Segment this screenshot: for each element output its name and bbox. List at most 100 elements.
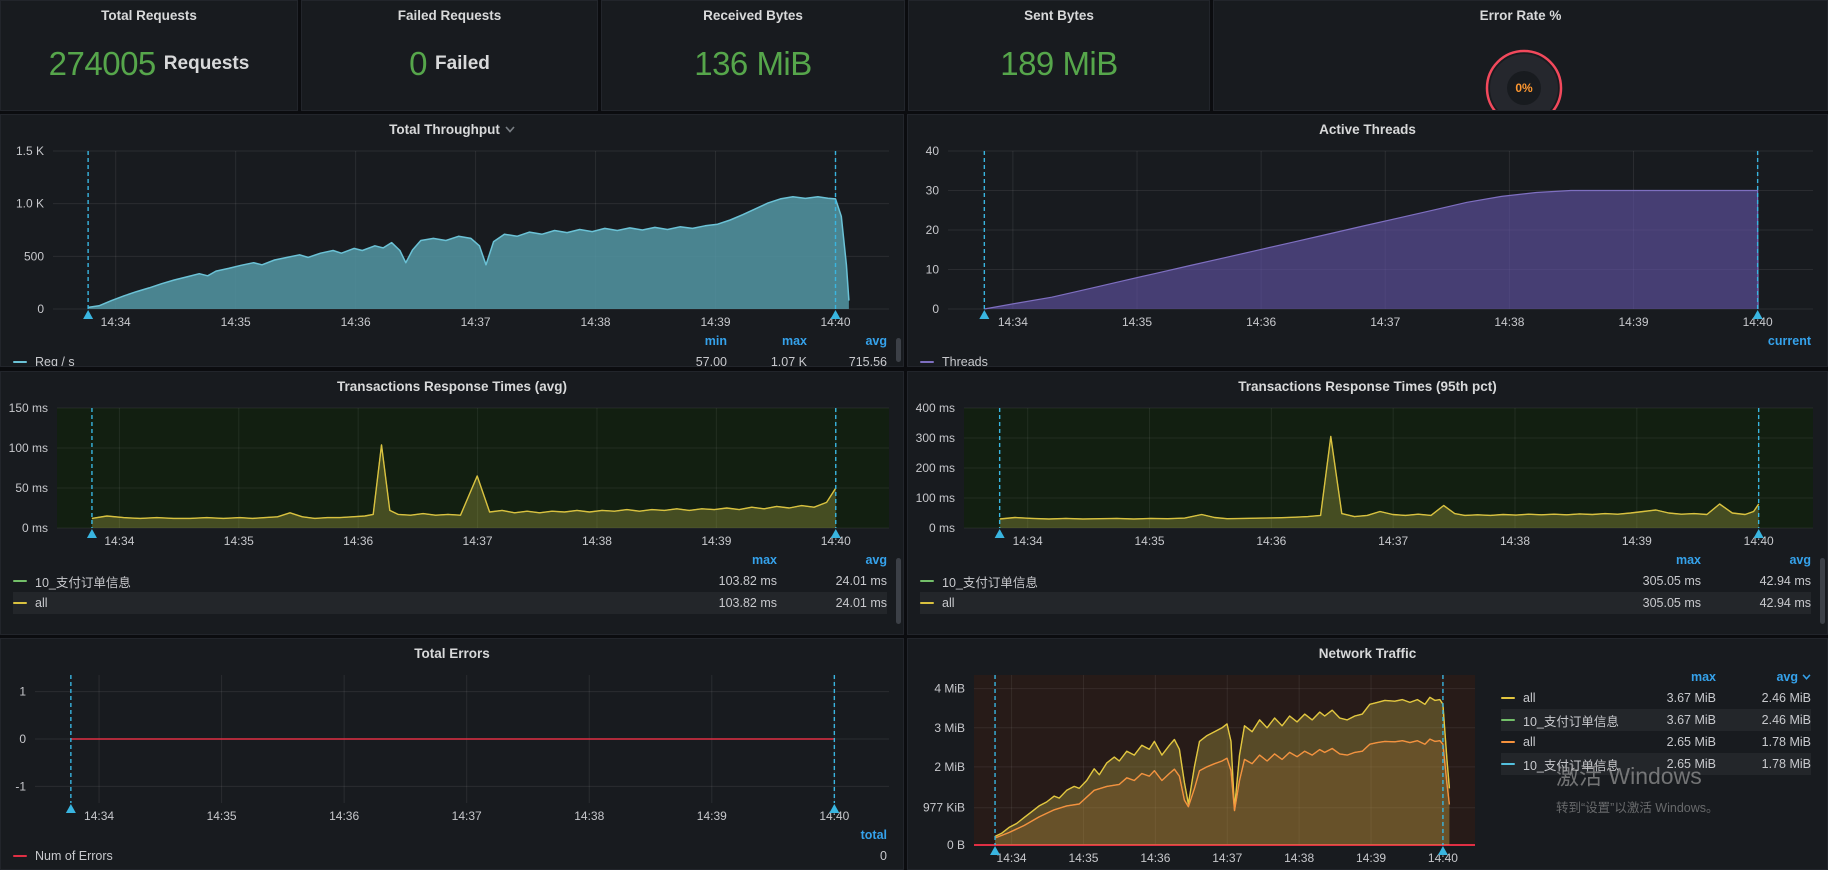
legend-row: all 3.67 MiB 2.46 MiB bbox=[1501, 687, 1811, 709]
chart-total-errors[interactable]: -1 0 1 14:34 14:35 14:36 14:37 14:38 14:39 14:40 bbox=[1, 667, 903, 825]
legend-series-label[interactable]: 10_支付订单信息 bbox=[1501, 755, 1621, 774]
svg-text:14:34: 14:34 bbox=[1013, 534, 1043, 548]
svg-text:14:40: 14:40 bbox=[1743, 315, 1773, 329]
chart-response-times-95th[interactable]: 0 ms 100 ms 200 ms 300 ms 400 ms 14:34 14:35 14… bbox=[908, 400, 1827, 550]
panel-title[interactable]: Total Requests bbox=[1, 1, 297, 29]
svg-text:14:38: 14:38 bbox=[1284, 851, 1314, 865]
legend-series-label[interactable]: Num of Errors bbox=[13, 849, 807, 863]
legend-series-label[interactable]: all bbox=[1501, 691, 1621, 705]
series-color-swatch-icon bbox=[1501, 741, 1515, 743]
chart-network-traffic[interactable]: 0 B 977 KiB 2 MiB 3 MiB 4 MiB 14:34 14:35 14:36… bbox=[908, 667, 1489, 867]
legend-series-label[interactable]: 10_支付订单信息 bbox=[13, 572, 667, 591]
annotation-marker-icon bbox=[1437, 846, 1448, 855]
chart-active-threads[interactable]: 0 10 20 30 40 14:34 14:35 14:36 14:37 14:38 14:39 1… bbox=[908, 143, 1827, 331]
legend-series-label[interactable]: 10_支付订单信息 bbox=[920, 572, 1591, 591]
legend-stat-header-max[interactable]: max bbox=[751, 553, 777, 567]
legend-response-times-95th: max avg 10_支付订单信息 305.05 ms 42.94 ms all 305.0… bbox=[908, 550, 1827, 614]
chart-total-throughput[interactable]: 0 500 1.0 K 1.5 K 14:34 14:35 14:36 14:37 14:38 1… bbox=[1, 143, 903, 331]
annotation-marker-icon bbox=[83, 310, 94, 319]
svg-text:1.0 K: 1.0 K bbox=[16, 197, 44, 211]
legend-header-row: max avg bbox=[13, 550, 887, 570]
legend-series-label[interactable]: all bbox=[13, 596, 667, 610]
panel-title-text: Total Throughput bbox=[389, 121, 500, 137]
svg-text:14:37: 14:37 bbox=[463, 534, 493, 548]
legend-header-row: total bbox=[13, 825, 887, 845]
panel-title[interactable]: Active Threads bbox=[908, 115, 1827, 143]
panel-total-throughput: Total Throughput 0 500 1.0 K 1.5 K 14:34 14:3… bbox=[0, 114, 904, 367]
series-color-swatch-icon bbox=[920, 361, 934, 363]
legend-stat-header-total[interactable]: total bbox=[860, 828, 887, 842]
chart-canvas-at: 0 10 20 30 40 14:34 14:35 14:36 14:37 14:38 14:39 1… bbox=[926, 144, 1813, 329]
annotation-marker-icon bbox=[830, 310, 841, 319]
svg-text:14:38: 14:38 bbox=[1494, 315, 1524, 329]
legend-stat-value: 57.00 bbox=[695, 355, 727, 367]
panel-title[interactable]: Error Rate % bbox=[1214, 1, 1827, 29]
svg-text:14:38: 14:38 bbox=[1500, 534, 1530, 548]
legend-row: Req / s 57.00 1.07 K 715.56 bbox=[13, 351, 887, 367]
svg-text:100 ms: 100 ms bbox=[916, 491, 955, 505]
legend-row: 10_支付订单信息 103.82 ms 24.01 ms bbox=[13, 570, 887, 592]
svg-text:14:35: 14:35 bbox=[221, 315, 251, 329]
legend-stat-header-min[interactable]: min bbox=[704, 334, 727, 348]
panel-response-times-avg: Transactions Response Times (avg) 0 ms 50… bbox=[0, 371, 904, 635]
legend-series-label[interactable]: Req / s bbox=[13, 355, 647, 366]
panel-title-text: Total Errors bbox=[414, 645, 490, 661]
legend-stat-header-current[interactable]: current bbox=[1767, 334, 1811, 348]
legend-series-label[interactable]: 10_支付订单信息 bbox=[1501, 711, 1621, 730]
stat-number: 136 MiB bbox=[694, 45, 812, 82]
legend-response-times-avg: max avg 10_支付订单信息 103.82 ms 24.01 ms all 103.8… bbox=[1, 550, 903, 614]
gauge-value: 0% bbox=[1515, 81, 1533, 95]
annotation-marker-icon bbox=[979, 310, 990, 319]
svg-text:1.5 K: 1.5 K bbox=[16, 144, 44, 158]
panel-title[interactable]: Transactions Response Times (avg) bbox=[1, 372, 903, 400]
stat-number: 0 bbox=[409, 45, 427, 82]
svg-text:4 MiB: 4 MiB bbox=[934, 682, 965, 696]
series-color-swatch-icon bbox=[920, 602, 934, 604]
chart-canvas-tp: 0 500 1.0 K 1.5 K 14:34 14:35 14:36 14:37 14:38 1… bbox=[16, 144, 889, 329]
panel-title-text: Transactions Response Times (avg) bbox=[336, 378, 568, 394]
legend-stat-header-avg[interactable]: avg bbox=[865, 553, 887, 567]
svg-text:14:39: 14:39 bbox=[701, 534, 731, 548]
svg-text:14:37: 14:37 bbox=[1370, 315, 1400, 329]
panel-title[interactable]: Total Throughput bbox=[1, 115, 903, 143]
svg-text:14:35: 14:35 bbox=[1134, 534, 1164, 548]
panel-title[interactable]: Network Traffic bbox=[908, 639, 1827, 667]
stat-value: 189 MiB bbox=[909, 29, 1209, 99]
legend-row: all 305.05 ms 42.94 ms bbox=[920, 592, 1811, 614]
panel-title[interactable]: Transactions Response Times (95th pct) bbox=[908, 372, 1827, 400]
annotation-marker-icon bbox=[829, 804, 840, 813]
legend-network-traffic: max avg all 3.67 MiB 2.46 MiB 10_支付订单信息 3.67 M… bbox=[1489, 667, 1827, 867]
svg-text:14:34: 14:34 bbox=[998, 315, 1028, 329]
panel-title[interactable]: Total Errors bbox=[1, 639, 903, 667]
legend-stat-value: 24.01 ms bbox=[835, 596, 887, 610]
scrollbar[interactable] bbox=[1820, 558, 1825, 624]
scrollbar[interactable] bbox=[896, 338, 901, 362]
chart-response-times-avg[interactable]: 0 ms 50 ms 100 ms 150 ms 14:34 14:35 14:36 14:3… bbox=[1, 400, 903, 550]
svg-text:3 MiB: 3 MiB bbox=[934, 721, 965, 735]
legend-row: all 2.65 MiB 1.78 MiB bbox=[1501, 731, 1811, 753]
panel-title-text: Error Rate % bbox=[1479, 7, 1562, 23]
legend-header-row: min max avg bbox=[13, 331, 887, 351]
legend-stat-header-max[interactable]: max bbox=[781, 334, 807, 348]
legend-stat-header-max[interactable]: max bbox=[1675, 553, 1701, 567]
legend-stat-header-avg[interactable]: avg bbox=[1789, 553, 1811, 567]
legend-header-row: max avg bbox=[920, 550, 1811, 570]
legend-series-label[interactable]: all bbox=[920, 596, 1591, 610]
panel-title[interactable]: Received Bytes bbox=[602, 1, 904, 29]
stat-panel-failed-requests: Failed Requests 0 Failed bbox=[301, 0, 598, 111]
legend-stat-value: 42.94 ms bbox=[1759, 596, 1811, 610]
svg-text:14:36: 14:36 bbox=[1246, 315, 1276, 329]
legend-stat-header-avg[interactable]: avg bbox=[865, 334, 887, 348]
panel-title[interactable]: Sent Bytes bbox=[909, 1, 1209, 29]
legend-series-label[interactable]: Threads bbox=[920, 355, 1731, 366]
scrollbar[interactable] bbox=[896, 558, 901, 624]
svg-text:14:40: 14:40 bbox=[1744, 534, 1774, 548]
svg-text:14:40: 14:40 bbox=[820, 315, 850, 329]
series-color-swatch-icon bbox=[920, 580, 934, 582]
svg-text:14:35: 14:35 bbox=[224, 534, 254, 548]
legend-stat-header-avg[interactable]: avg bbox=[1716, 670, 1811, 684]
legend-stat-header-max[interactable]: max bbox=[1690, 670, 1716, 684]
panel-title[interactable]: Failed Requests bbox=[302, 1, 597, 29]
legend-series-label[interactable]: all bbox=[1501, 735, 1621, 749]
gauge-canvas: 0% bbox=[1485, 49, 1563, 110]
